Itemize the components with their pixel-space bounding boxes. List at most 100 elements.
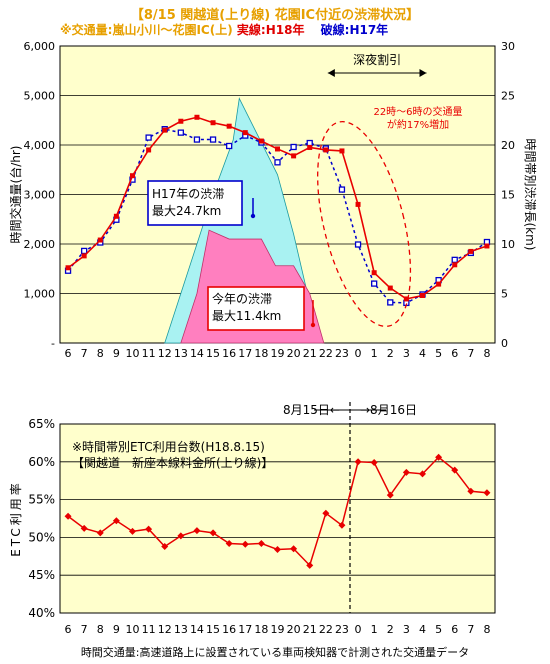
series-point-etc [129, 527, 136, 535]
ytick-left-top: 2,000 [24, 238, 56, 251]
series-point-h18 [242, 130, 248, 136]
ylabel-right-top: 時間帯別渋滞長(km) [523, 138, 537, 250]
xtick-bottom: 4 [419, 623, 426, 636]
ytick-left-top: 5,000 [24, 90, 56, 103]
ytick-left-bottom: 55% [28, 493, 55, 507]
xtick-top: 19 [271, 347, 285, 360]
series-point-h17 [177, 129, 184, 136]
series-point-etc [451, 466, 459, 474]
series-point-h17 [371, 280, 378, 287]
xtick-top: 6 [451, 347, 458, 360]
xtick-top: 0 [355, 347, 362, 360]
ytick-left-bottom: 50% [28, 530, 55, 544]
series-point-etc [225, 539, 233, 547]
series-point-h18 [468, 248, 474, 254]
series-point-etc [241, 540, 249, 548]
ytick-left-bottom: 45% [28, 568, 55, 582]
xtick-top: 6 [65, 347, 72, 360]
plot-area-bottom [59, 423, 496, 614]
xtick-bottom: 10 [126, 623, 140, 636]
ytick-right-top: 15 [501, 189, 515, 202]
series-point-h18 [194, 114, 200, 120]
xtick-top: 11 [142, 347, 156, 360]
ytick-right-top: 5 [501, 288, 508, 301]
series-point-h18 [226, 123, 232, 129]
xtick-bottom: 8 [97, 623, 104, 636]
xtick-bottom: 8 [483, 623, 490, 636]
annotation-increase-line-1: が約17%増加 [387, 118, 449, 131]
series-point-etc [64, 512, 72, 520]
series-point-h17 [226, 142, 233, 150]
series-point-etc [209, 529, 217, 537]
xtick-top: 20 [287, 347, 301, 360]
xtick-top: 10 [126, 347, 140, 360]
annotation-etc-line-1: 【関越道 新座本線料金所(上り線)】 [72, 455, 273, 470]
ytick-left-top: 4,000 [24, 139, 56, 152]
xtick-bottom: 23 [335, 623, 349, 636]
series-point-h18 [81, 253, 87, 259]
xtick-bottom: 17 [238, 623, 252, 636]
xtick-bottom: 14 [190, 623, 204, 636]
series-point-h18 [258, 138, 264, 144]
xtick-bottom: 15 [206, 623, 220, 636]
series-point-h17 [338, 186, 346, 193]
xtick-top: 21 [303, 347, 317, 360]
xtick-bottom: 18 [254, 623, 268, 636]
xtick-bottom: 19 [271, 623, 285, 636]
series-point-etc [290, 545, 298, 553]
xtick-bottom: 6 [65, 623, 72, 636]
series-point-etc [193, 527, 201, 535]
ytick-right-top: 20 [501, 139, 515, 152]
series-point-h17 [145, 134, 152, 141]
series-point-etc [112, 517, 120, 525]
xtick-bottom: 6 [451, 623, 458, 636]
callout-h18-line-0: 今年の渋滞 [212, 291, 272, 306]
xtick-bottom: 20 [287, 623, 301, 636]
subtitle-solid-legend: 実線:H18年 [236, 23, 305, 37]
xtick-top: 7 [81, 347, 88, 360]
series-point-etc [322, 509, 330, 517]
page-title: 【8/15 関越道(上り線) 花園IC付近の渋滞状況】 [130, 8, 420, 23]
series-point-h18 [355, 201, 361, 207]
annotation-increase-line-0: 22時〜6時の交通量 [373, 105, 462, 118]
ylabel-left-bottom: ETC利用率 [8, 480, 23, 557]
xtick-bottom: 11 [142, 623, 156, 636]
series-point-h18 [484, 243, 490, 249]
ylabel-left-top: 時間交通量(台/hr) [8, 146, 23, 244]
xtick-top: 3 [403, 347, 410, 360]
series-point-h18 [387, 285, 393, 291]
series-point-etc [80, 524, 88, 532]
xtick-top: 7 [467, 347, 474, 360]
ytick-left-bottom: 65% [28, 417, 55, 431]
ytick-left-top: 1,000 [24, 288, 56, 301]
xtick-top: 12 [158, 347, 172, 360]
callout-box-h18 [207, 286, 305, 331]
xtick-bottom: 16 [222, 623, 236, 636]
subtitle-note: ※交通量:嵐山小川〜花園IC(上) [60, 23, 233, 37]
series-point-h18 [291, 153, 297, 159]
series-point-h17 [306, 139, 313, 147]
callout-h18-dot [310, 322, 316, 328]
night-arrow-left [327, 69, 335, 77]
series-point-h17 [354, 241, 362, 248]
xtick-top: 9 [113, 347, 120, 360]
series-point-h18 [323, 147, 329, 153]
xtick-top: 8 [483, 347, 490, 360]
night-arrow-right [419, 69, 427, 77]
footnote: 時間交通量:高速道路上に設置されている車両検知器で計測された交通量データ [80, 646, 470, 659]
subtitle: ※交通量:嵐山小川〜花園IC(上) 実線:H18年 破線:H17年 [60, 21, 388, 38]
series-point-etc [306, 561, 314, 569]
series-point-etc [177, 532, 185, 540]
date-left: 8月15日← [283, 403, 340, 417]
series-point-h18 [275, 146, 280, 152]
ytick-left-top: 3,000 [24, 189, 56, 202]
series-point-etc [161, 542, 169, 550]
ytick-left-top: - [51, 337, 55, 350]
xtick-top: 16 [222, 347, 236, 360]
series-point-etc [257, 539, 265, 547]
series-point-h18 [371, 270, 377, 276]
xtick-bottom: 7 [81, 623, 88, 636]
series-point-h18 [65, 265, 71, 271]
subtitle-dashed-legend: 破線:H17年 [320, 23, 389, 37]
